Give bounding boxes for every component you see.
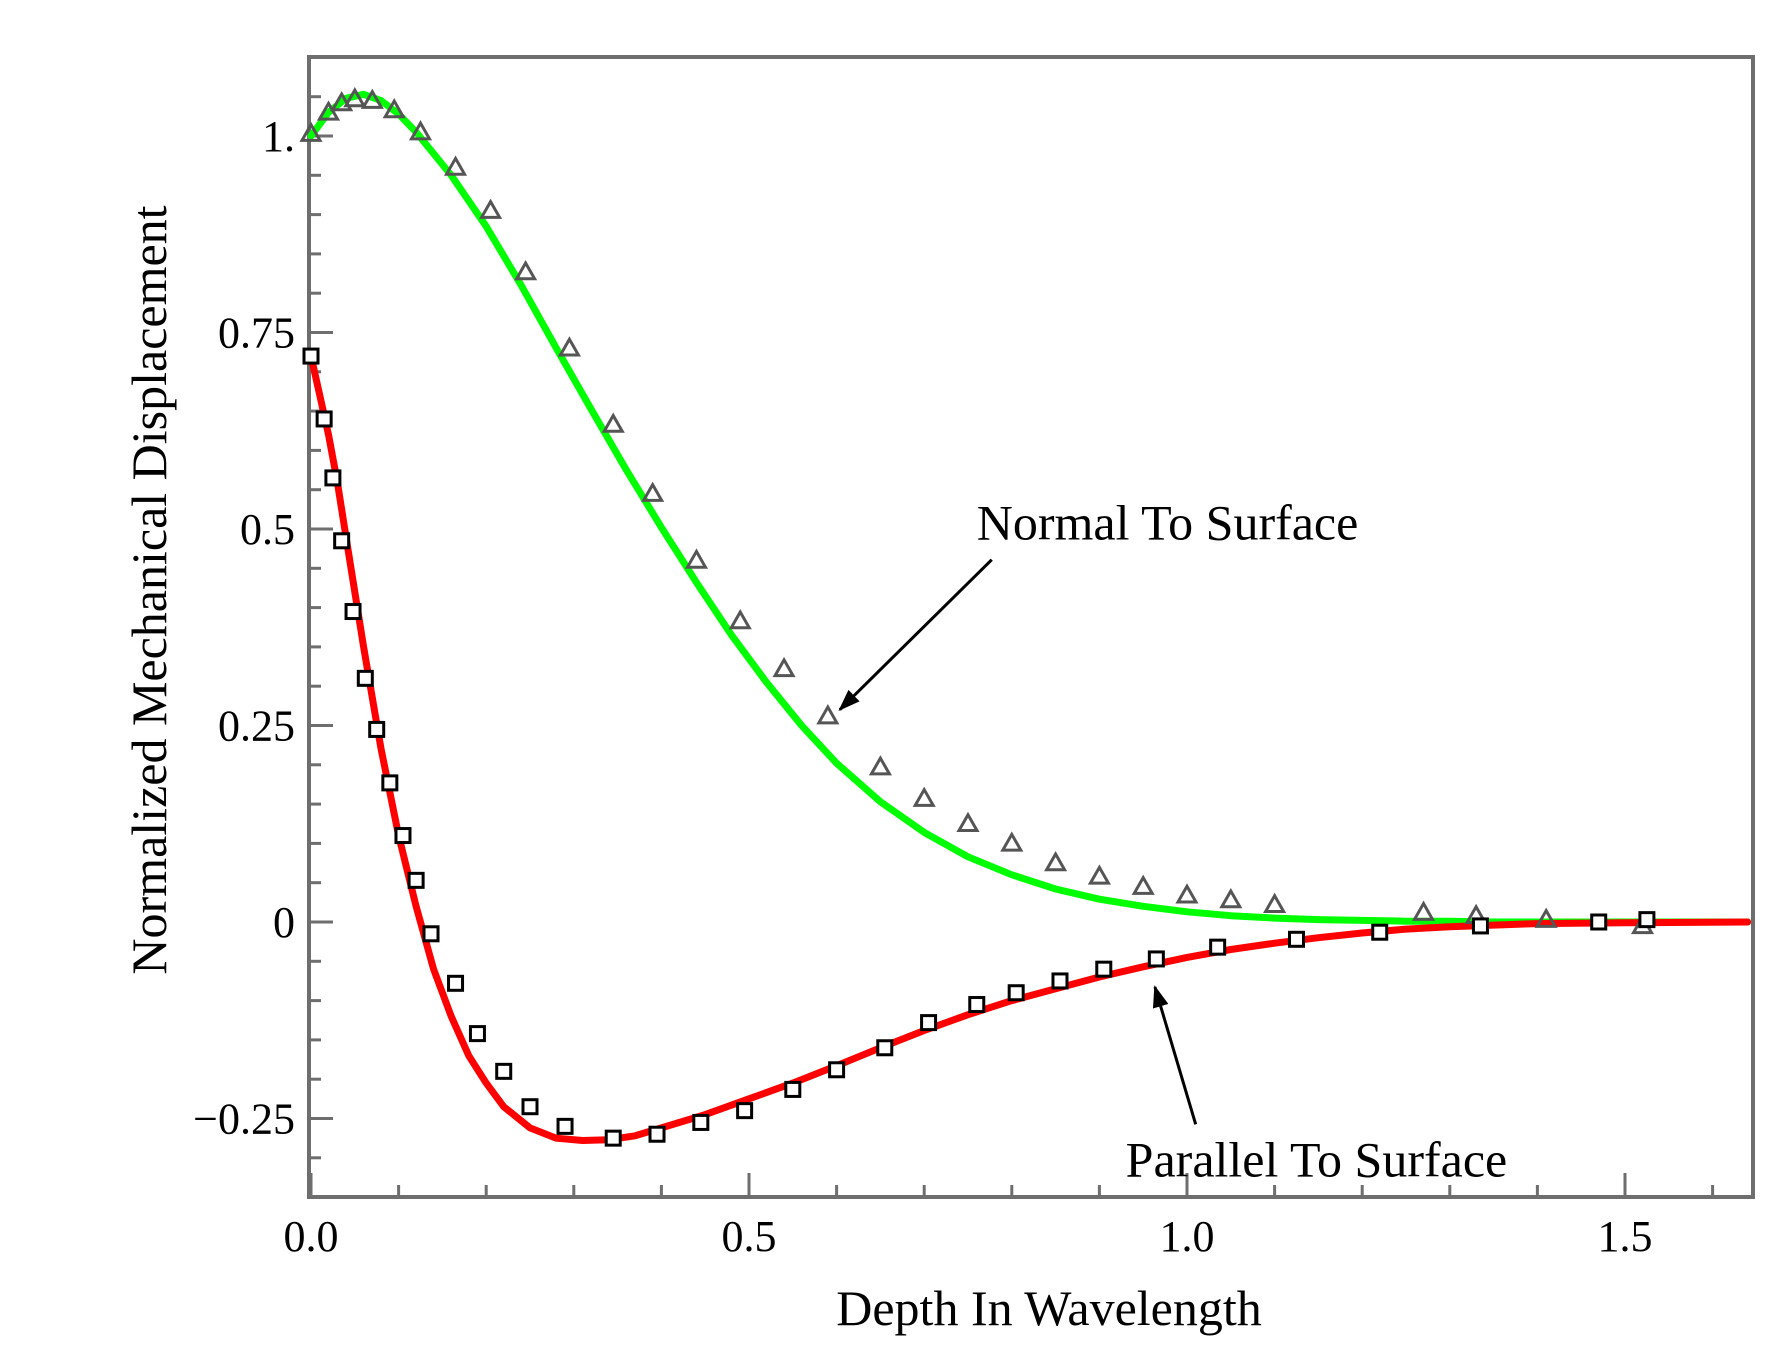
y-axis-label: Normalized Mechanical Displacement bbox=[121, 205, 177, 974]
normal-data-point bbox=[1131, 874, 1155, 895]
parallel-data-point bbox=[968, 996, 986, 1014]
parallel-to-surface-label: Parallel To Surface bbox=[1126, 1131, 1508, 1187]
y-tick-label: 1. bbox=[262, 112, 295, 161]
x-axis-label: Depth In Wavelength bbox=[836, 1280, 1262, 1336]
normal-data-point bbox=[443, 155, 468, 176]
normal-data-point bbox=[299, 121, 323, 142]
normal-data-point bbox=[912, 786, 936, 807]
normal-data-point bbox=[360, 88, 384, 109]
normal-data-point bbox=[641, 481, 665, 502]
parallel-data-point bbox=[1051, 972, 1069, 990]
parallel-data-point bbox=[1471, 917, 1489, 935]
parallel-data-point bbox=[302, 347, 320, 365]
parallel-data-point bbox=[407, 871, 425, 889]
x-tick-label: 0.5 bbox=[722, 1212, 777, 1261]
parallel-data-point bbox=[784, 1080, 802, 1098]
parallel-data-point bbox=[315, 410, 333, 428]
parallel-data-point bbox=[1147, 950, 1165, 968]
x-tick-label: 0.0 bbox=[284, 1212, 339, 1261]
y-tick-label: 0.25 bbox=[218, 702, 295, 751]
parallel-data-point bbox=[447, 974, 465, 992]
parallel-data-point bbox=[1288, 930, 1305, 948]
parallel-data-point bbox=[604, 1129, 622, 1147]
normal-data-point bbox=[1000, 831, 1024, 852]
parallel-data-point bbox=[648, 1125, 666, 1143]
parallel-curve bbox=[307, 352, 1752, 1144]
normal-data-point bbox=[1219, 887, 1243, 909]
normal-data-point bbox=[816, 704, 840, 725]
parallel-data-point bbox=[920, 1014, 938, 1032]
normal-data-point bbox=[316, 100, 341, 121]
parallel-data-point bbox=[828, 1061, 846, 1079]
parallel-data-point bbox=[1371, 923, 1389, 941]
parallel-data-point bbox=[1095, 960, 1113, 978]
normal-to-surface-label: Normal To Surface bbox=[977, 495, 1359, 551]
parallel-data-point bbox=[368, 720, 386, 738]
y-tick-label: 0 bbox=[273, 898, 295, 947]
marker-layer bbox=[299, 87, 1656, 1147]
x-tick-label: 1.5 bbox=[1598, 1212, 1653, 1261]
normal-data-point bbox=[1175, 883, 1199, 904]
normal-data-point bbox=[868, 755, 892, 776]
parallel-data-point bbox=[736, 1102, 754, 1120]
parallel-data-point bbox=[521, 1098, 539, 1116]
normal-data-point bbox=[408, 120, 433, 141]
y-tick-label: 0.5 bbox=[240, 505, 295, 554]
normal-data-point bbox=[343, 87, 367, 108]
parallel-data-point bbox=[692, 1113, 710, 1131]
normal-data-point bbox=[1263, 892, 1287, 913]
y-tick-label: 0.75 bbox=[218, 309, 295, 358]
parallel-data-point bbox=[1209, 938, 1227, 956]
normal-data-point bbox=[514, 259, 538, 281]
y-tick-label: −0.25 bbox=[193, 1095, 295, 1144]
parallel-data-point bbox=[324, 469, 342, 487]
normal-data-point bbox=[956, 811, 980, 832]
parallel-data-point bbox=[381, 774, 399, 792]
parallel-data-point bbox=[394, 827, 412, 845]
annotations: Normal To Surface Parallel To Surface bbox=[838, 495, 1508, 1187]
x-tick-label: 1.0 bbox=[1160, 1212, 1215, 1261]
normal-data-point bbox=[382, 98, 406, 119]
parallel-data-point bbox=[356, 669, 374, 687]
parallel-arrow bbox=[1152, 985, 1198, 1125]
parallel-data-point bbox=[1007, 984, 1025, 1002]
series-layer bbox=[307, 90, 1752, 1144]
plot-frame bbox=[307, 55, 1755, 1199]
normal-data-point bbox=[601, 412, 625, 433]
parallel-data-point bbox=[344, 603, 362, 621]
parallel-data-point bbox=[1638, 911, 1656, 929]
x-axis-ticks: 0.0 0.5 1.0 1.5 bbox=[284, 1173, 1715, 1261]
parallel-data-point bbox=[468, 1025, 486, 1043]
normal-data-point bbox=[684, 548, 709, 569]
normal-arrow bbox=[838, 558, 993, 712]
parallel-data-point bbox=[556, 1117, 574, 1135]
normal-data-point bbox=[1534, 907, 1558, 928]
parallel-data-point bbox=[333, 532, 351, 550]
normal-data-point bbox=[1044, 851, 1068, 872]
normal-data-point bbox=[728, 608, 752, 630]
parallel-data-point bbox=[422, 925, 440, 943]
normal-data-point bbox=[772, 656, 796, 678]
normal-data-point bbox=[330, 90, 354, 112]
normal-data-point bbox=[478, 198, 503, 219]
normal-data-point bbox=[1411, 900, 1436, 921]
y-axis-ticks: −0.25 0 0.25 0.5 0.75 1. bbox=[193, 55, 333, 1160]
parallel-data-point bbox=[876, 1039, 894, 1057]
normal-data-point bbox=[1087, 864, 1111, 885]
parallel-data-point bbox=[1590, 913, 1608, 931]
parallel-data-point bbox=[495, 1062, 513, 1080]
normal-data-point bbox=[557, 336, 582, 357]
